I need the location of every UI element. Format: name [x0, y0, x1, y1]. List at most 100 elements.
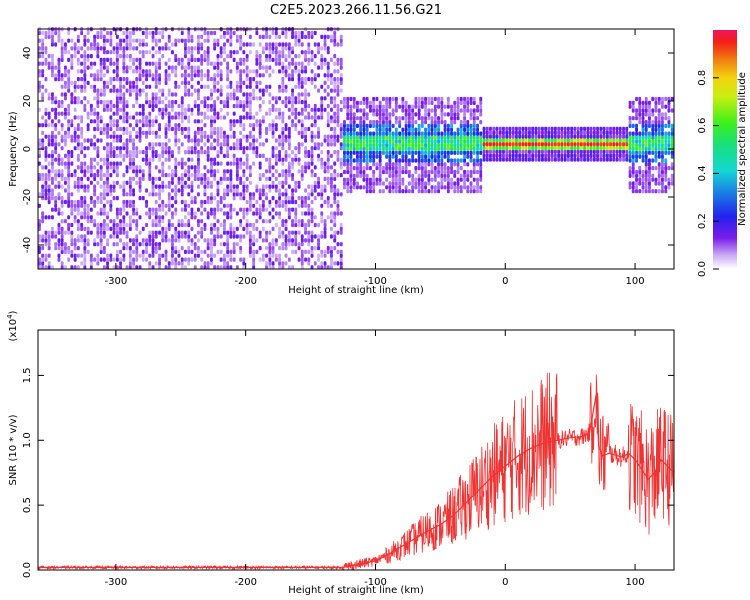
spectrogram-cell — [369, 131, 372, 136]
spectrogram-cell — [369, 120, 372, 125]
spectrogram-cell — [330, 261, 333, 266]
spectrogram-cell — [193, 103, 197, 109]
spectrogram-cell — [109, 150, 113, 155]
spectrogram-cell — [463, 100, 466, 105]
spectrogram-cell — [216, 188, 220, 193]
spectrogram-cell — [466, 108, 470, 113]
spectrogram-cell — [463, 123, 466, 128]
spectrogram-cell — [291, 150, 294, 155]
spectrogram-cell — [125, 230, 129, 235]
spectrogram-cell — [349, 112, 353, 117]
spectrogram-cell — [145, 222, 148, 228]
spectrogram-cell — [333, 211, 337, 216]
spectrogram-cell — [274, 100, 278, 105]
spectrogram-cell — [664, 123, 668, 128]
spectrogram-cell — [401, 127, 405, 132]
spectrogram-cell — [197, 142, 200, 147]
spectrogram-cell — [661, 158, 664, 163]
spectrogram-cell — [232, 234, 236, 239]
spectrogram-cell — [278, 115, 281, 120]
spectrogram-cell — [563, 130, 567, 135]
spectrogram-cell — [83, 34, 87, 39]
spectrogram-cell — [268, 42, 272, 47]
spectrogram-cell — [641, 116, 645, 121]
colorbar-gradient — [713, 30, 737, 269]
spectrogram-cell — [180, 73, 184, 78]
spectrogram-cell — [145, 257, 148, 262]
spectrogram-cell — [644, 177, 648, 182]
spectrogram-cell — [576, 153, 580, 158]
x-tick-label: -100 — [364, 577, 387, 588]
spectrogram-cell — [382, 123, 385, 128]
spectrogram-cell — [184, 169, 187, 174]
spectrogram-cell — [151, 30, 155, 36]
spectrogram-cell — [482, 153, 486, 158]
spectrogram-cell — [80, 100, 84, 105]
spectrogram-cell — [443, 146, 447, 151]
spectrogram-cell — [586, 142, 590, 147]
spectrogram-cell — [310, 215, 314, 220]
spectrogram-cell — [317, 73, 320, 78]
spectrogram-cell — [216, 153, 220, 158]
spectrogram-cell — [200, 42, 204, 47]
spectrogram-cell — [216, 207, 220, 212]
spectrogram-cell — [132, 115, 135, 120]
spectrogram-cell — [193, 257, 197, 262]
spectrogram-cell — [278, 84, 281, 89]
spectrogram-cell — [167, 173, 171, 178]
spectrogram-cell — [193, 169, 197, 174]
spectrogram-cell — [203, 222, 207, 228]
spectrogram-cell — [330, 38, 333, 43]
spectrogram-cell — [44, 146, 48, 151]
spectrogram-cell — [313, 188, 317, 193]
spectrogram-cell — [476, 143, 479, 148]
spectrogram-cell — [563, 142, 567, 147]
spectrogram-cell — [605, 130, 609, 135]
spectrogram-cell — [291, 34, 294, 39]
spectrogram-cell — [210, 115, 213, 120]
spectrogram-cell — [200, 61, 204, 66]
spectrogram-cell — [171, 153, 174, 158]
spectrogram-cell — [615, 134, 619, 139]
spectrogram-cell — [73, 115, 77, 120]
spectrogram-cell — [102, 50, 106, 55]
spectrogram-cell — [317, 130, 320, 135]
spectrogram-cell — [83, 84, 87, 89]
spectrogram-cell — [469, 108, 473, 113]
spectrogram-cell — [67, 215, 71, 220]
spectrogram-cell — [596, 134, 599, 139]
spectrogram-cell — [255, 57, 259, 62]
spectrogram-cell — [511, 126, 515, 131]
spectrogram-cell — [479, 131, 483, 136]
spectrogram-cell — [203, 134, 207, 139]
spectrogram-cell — [47, 238, 51, 243]
spectrogram-cell — [93, 222, 97, 228]
y-tick-label: 1.5 — [22, 367, 33, 383]
spectrogram-cell — [528, 126, 531, 131]
spectrogram-cell — [86, 111, 90, 116]
spectrogram-cell — [657, 173, 661, 178]
spectrogram-cell — [76, 146, 80, 151]
spectrogram-cell — [161, 234, 165, 239]
spectrogram-cell — [524, 149, 528, 154]
spectrogram-cell — [427, 150, 431, 155]
spectrogram-cell — [229, 234, 233, 239]
spectrogram-cell — [372, 150, 376, 155]
spectrogram-cell — [141, 73, 145, 78]
spectrogram-cell — [294, 222, 298, 228]
spectrogram-cell — [330, 115, 333, 120]
spectrogram-cell — [89, 142, 93, 147]
spectrogram-cell — [281, 100, 285, 105]
spectrogram-cell — [414, 120, 418, 125]
spectrogram-cell — [184, 115, 187, 120]
spectrogram-cell — [667, 100, 671, 105]
spectrogram-cell — [73, 80, 77, 85]
spectrogram-cell — [323, 34, 327, 39]
spectrogram-cell — [498, 157, 502, 162]
spectrogram-cell — [171, 176, 174, 181]
spectrogram-cell — [200, 84, 204, 89]
spectrogram-cell — [492, 138, 496, 143]
spectrogram-cell — [261, 115, 265, 120]
spectrogram-cell — [466, 146, 470, 151]
spectrogram-cell — [398, 139, 402, 144]
